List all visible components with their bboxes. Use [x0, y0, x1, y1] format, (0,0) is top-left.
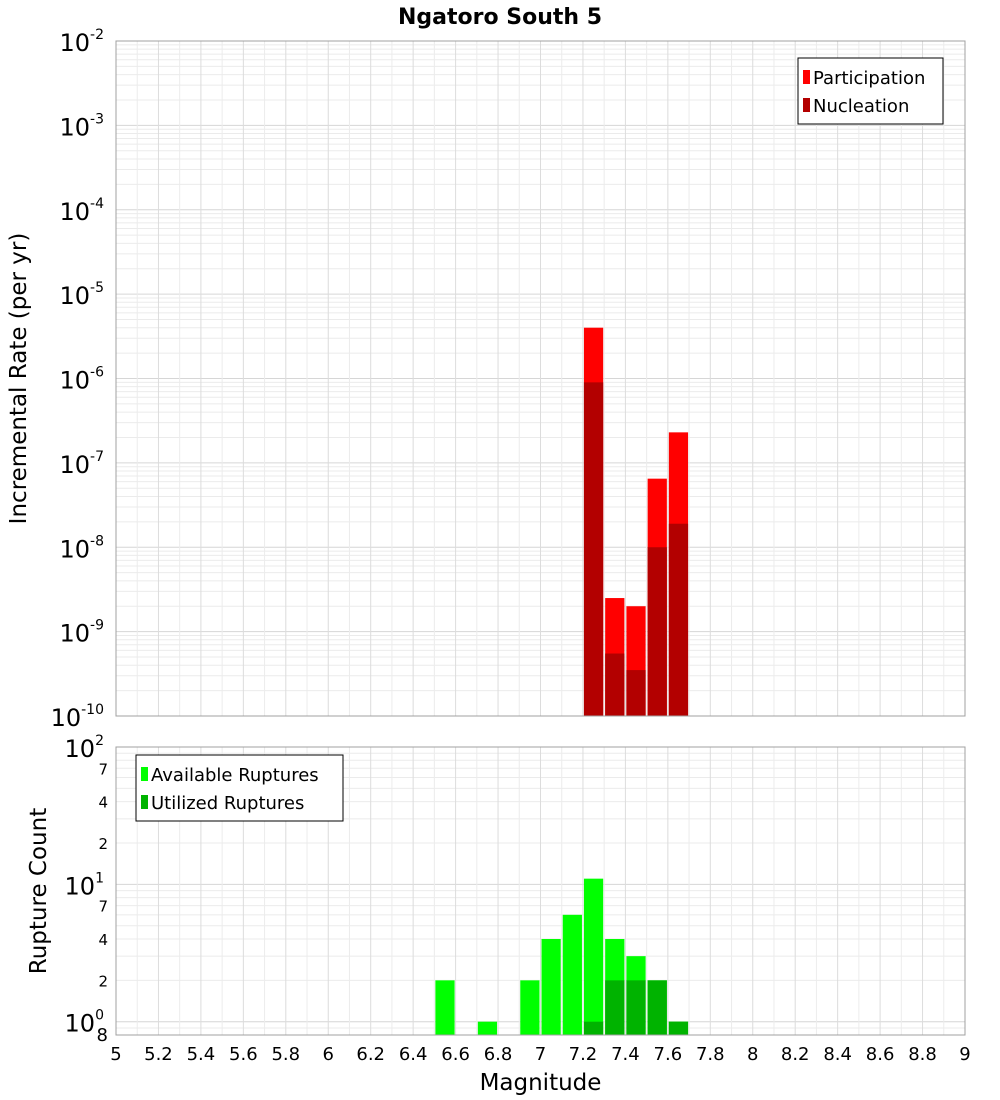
legend-entry: Nucleation — [813, 96, 909, 117]
bar-available-ruptures — [541, 939, 561, 1035]
y-tick-label-major: 102 — [65, 733, 104, 763]
bar-available-ruptures — [583, 878, 604, 1035]
x-tick-label: 8 — [747, 1044, 758, 1065]
y-tick-label: 10-7 — [59, 449, 104, 479]
legend-box — [135, 754, 344, 822]
bar-available-ruptures — [562, 914, 582, 1035]
x-tick-label: 7.2 — [569, 1044, 598, 1065]
legend-entry: Participation — [813, 68, 925, 89]
bottom-y-tick-labels: 102 101 100 7 4 2 7 4 2 8 — [65, 733, 108, 1046]
y-tick-label: 10-8 — [59, 533, 104, 563]
top-y-tick-labels: 10-10 10-9 10-8 10-7 10-6 10-5 10-4 10-3 10-2 — [51, 27, 105, 732]
x-tick-label: 5 — [110, 1044, 121, 1065]
bar-utilized-ruptures — [583, 1021, 604, 1035]
utilized-bars — [583, 980, 689, 1035]
y-tick-label: 10-9 — [59, 618, 104, 648]
legend-entry: Available Ruptures — [151, 765, 319, 786]
x-tick-labels: 5 5.2 5.4 5.6 5.8 6 6.2 6.4 6.6 6.8 7 7.2 7.4 7.6 7.8 8… — [110, 1044, 970, 1065]
bottom-y-axis-title: Rupture Count — [26, 808, 52, 974]
x-tick-label: 6.8 — [484, 1044, 513, 1065]
y-tick-label-major: 100 — [65, 1008, 104, 1038]
x-tick-label: 5.4 — [187, 1044, 216, 1065]
y-tick-label-major: 101 — [65, 870, 104, 900]
bar-available-ruptures — [435, 980, 455, 1035]
bottom-legend: Available Ruptures Utilized Ruptures — [135, 754, 344, 822]
legend-swatch — [803, 98, 810, 112]
top-legend: Participation Nucleation — [797, 57, 944, 125]
x-axis-title: Magnitude — [480, 1070, 602, 1096]
bar-nucleation — [626, 670, 646, 716]
legend-entry: Utilized Ruptures — [151, 793, 304, 814]
y-tick-label: 10-6 — [59, 365, 104, 395]
bar-nucleation — [647, 547, 667, 716]
x-tick-label: 6.4 — [399, 1044, 428, 1065]
y-tick-label-minor: 2 — [98, 972, 108, 990]
chart-title: Ngatoro South 5 — [398, 5, 602, 30]
x-tick-label: 8.8 — [908, 1044, 937, 1065]
y-tick-label-minor: 7 — [98, 898, 108, 916]
x-tick-label: 6.6 — [441, 1044, 470, 1065]
x-tick-label: 5.6 — [229, 1044, 258, 1065]
y-tick-label-minor: 4 — [98, 931, 108, 949]
y-tick-label: 10-10 — [51, 702, 104, 732]
x-tick-label: 7.6 — [654, 1044, 683, 1065]
y-tick-label: 10-5 — [59, 280, 104, 310]
x-tick-label: 5.2 — [144, 1044, 173, 1065]
top-y-axis-title: Incremental Rate (per yr) — [6, 233, 32, 525]
x-tick-label: 9 — [959, 1044, 970, 1065]
y-tick-label: 10-2 — [59, 27, 104, 57]
legend-swatch — [141, 795, 148, 809]
y-tick-label-minor: 2 — [98, 835, 108, 853]
bar-utilized-ruptures — [626, 980, 646, 1035]
x-tick-label: 6 — [323, 1044, 334, 1065]
x-tick-label: 8.2 — [781, 1044, 810, 1065]
y-tick-label-minor: 7 — [98, 760, 108, 778]
bar-available-ruptures — [477, 1021, 498, 1035]
bar-nucleation — [668, 523, 689, 716]
x-tick-label: 8.4 — [823, 1044, 852, 1065]
legend-swatch — [803, 70, 810, 84]
bottom-plot-frame — [115, 746, 966, 1036]
bar-nucleation — [605, 653, 625, 716]
y-tick-label: 10-4 — [59, 196, 104, 226]
y-tick-label: 10-3 — [59, 111, 104, 141]
x-tick-label: 8.6 — [866, 1044, 895, 1065]
legend-box — [797, 57, 944, 125]
x-tick-label: 7.4 — [611, 1044, 640, 1065]
top-plot-frame — [115, 40, 966, 717]
bar-utilized-ruptures — [605, 980, 625, 1035]
x-tick-label: 6.2 — [356, 1044, 385, 1065]
nucleation-bars — [583, 382, 689, 716]
bar-utilized-ruptures — [647, 980, 667, 1035]
y-tick-label-minor: 4 — [98, 794, 108, 812]
x-tick-label: 7.8 — [696, 1044, 725, 1065]
x-tick-label: 7 — [535, 1044, 546, 1065]
legend-swatch — [141, 767, 148, 781]
bar-utilized-ruptures — [668, 1021, 689, 1035]
x-tick-label: 5.8 — [271, 1044, 300, 1065]
top-grid-vertical — [115, 41, 966, 716]
bar-available-ruptures — [520, 980, 540, 1035]
y-tick-label-minor: 8 — [97, 1025, 108, 1046]
bar-nucleation — [583, 382, 604, 716]
